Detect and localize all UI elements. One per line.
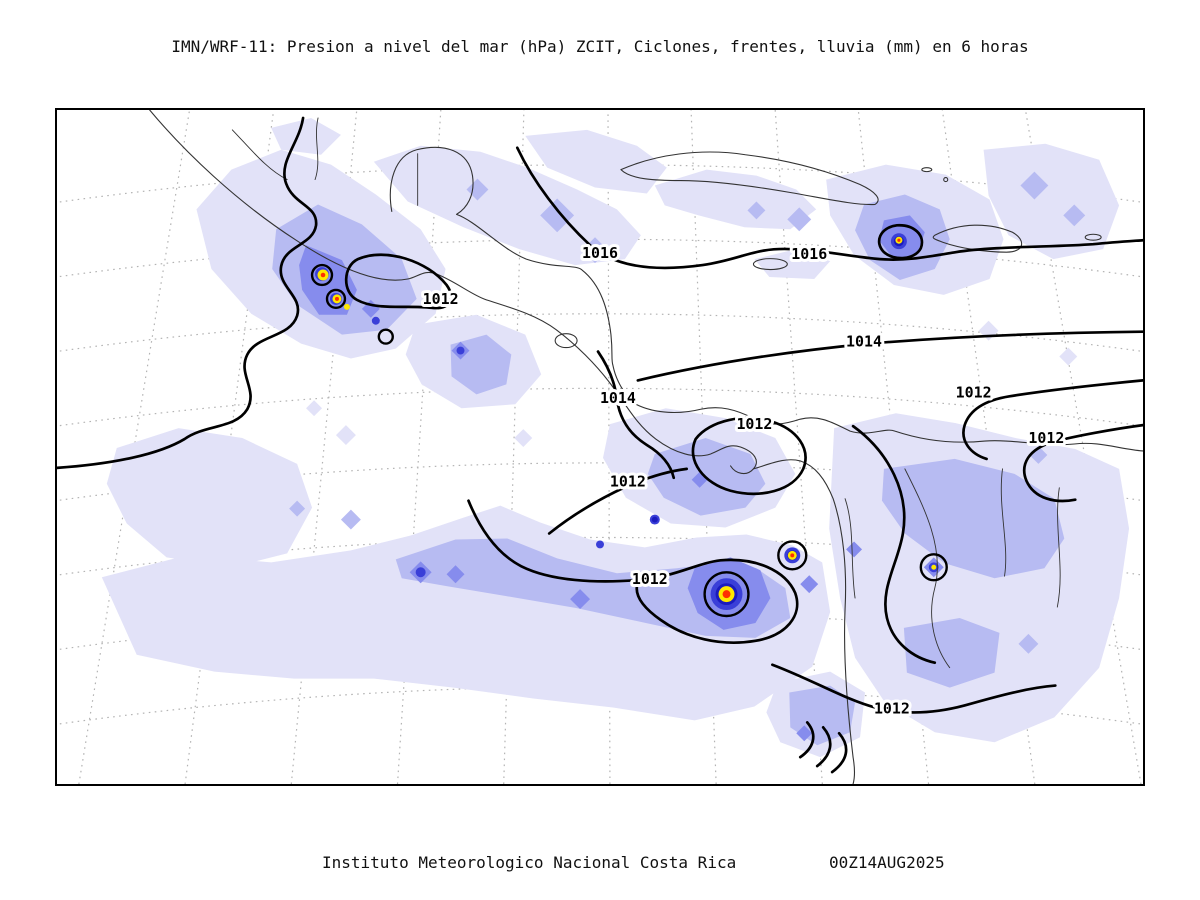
isobar-label: 1014: [600, 389, 636, 407]
isobar-label: 1012: [610, 473, 646, 491]
isobar-label: 1016: [582, 244, 618, 262]
coastline-layer: [149, 110, 1143, 784]
isobar-label: 1012: [874, 699, 910, 717]
isobar-label: 1012: [632, 570, 668, 588]
institution-label: Instituto Meteorologico Nacional Costa R…: [322, 853, 737, 872]
heavy-rain-cores: [317, 236, 937, 603]
front-symbol: [798, 721, 848, 774]
isobar-label: 1012: [736, 415, 772, 433]
isobar-layer: [57, 116, 1143, 774]
weather-map: 1016 1016 1012 1014 1012 1014 1012 1012 …: [57, 110, 1143, 784]
chart-title: IMN/WRF-11: Presion a nivel del mar (hPa…: [171, 37, 1029, 56]
isobar-label: 1016: [791, 245, 827, 263]
isobar-label: 1012: [956, 383, 992, 401]
datetime-label: 00Z14AUG2025: [829, 853, 945, 872]
isobar-label: 1012: [423, 290, 459, 308]
map-frame: 1016 1016 1012 1014 1012 1014 1012 1012 …: [55, 108, 1145, 786]
isobar-label: 1014: [846, 333, 882, 351]
isobar-label-layer: 1016 1016 1012 1014 1012 1014 1012 1012 …: [420, 241, 1068, 720]
precipitation-layer: [101, 117, 1130, 758]
isobar-label: 1012: [1028, 429, 1064, 447]
